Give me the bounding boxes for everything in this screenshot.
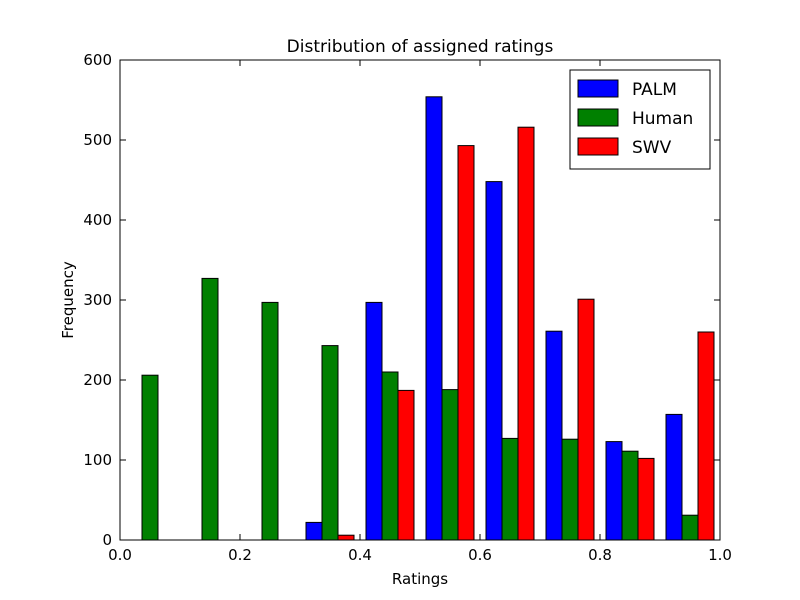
bar-swv-bin-7 xyxy=(577,298,595,541)
y-axis-label: Frequency xyxy=(59,261,77,339)
y-tick-labels: 0 100 200 300 400 500 600 xyxy=(83,51,112,549)
bar-swv-bin-8 xyxy=(637,457,655,541)
bar-human-bin-5 xyxy=(441,389,459,541)
legend-swatch-human xyxy=(577,108,619,127)
y-tick-label: 500 xyxy=(83,131,112,149)
x-tick-label: 0.4 xyxy=(348,546,372,564)
y-tick-label: 100 xyxy=(83,451,112,469)
bars-layer xyxy=(141,96,715,541)
bar-human-bin-3 xyxy=(321,345,339,541)
bar-palm-bin-7 xyxy=(545,330,563,541)
x-tick-label: 0.2 xyxy=(228,546,252,564)
bar-swv-bin-3 xyxy=(337,534,355,541)
x-axis-label: Ratings xyxy=(392,570,448,588)
bar-swv-bin-5 xyxy=(457,145,475,541)
legend-label-palm: PALM xyxy=(632,80,677,100)
bar-palm-bin-6 xyxy=(485,181,503,541)
bar-human-bin-8 xyxy=(621,450,639,541)
bar-palm-bin-4 xyxy=(365,301,383,541)
bar-palm-bin-5 xyxy=(425,96,443,541)
legend-label-swv: SWV xyxy=(632,138,672,158)
bar-swv-bin-6 xyxy=(517,126,535,541)
axis-ticks xyxy=(119,59,721,541)
legend-label-human: Human xyxy=(632,109,693,129)
x-tick-labels: 0.0 0.2 0.4 0.6 0.8 1.0 xyxy=(108,546,732,564)
bar-human-bin-7 xyxy=(561,438,579,541)
legend: PALM Human SWV xyxy=(569,69,711,170)
x-tick-label: 0.0 xyxy=(108,546,132,564)
x-tick-label: 1.0 xyxy=(708,546,732,564)
bar-swv-bin-9 xyxy=(697,331,715,541)
chart-title: Distribution of assigned ratings xyxy=(287,37,554,57)
bar-palm-bin-8 xyxy=(605,441,623,541)
y-tick-label: 200 xyxy=(83,371,112,389)
bar-human-bin-9 xyxy=(681,514,699,541)
bar-swv-bin-4 xyxy=(397,389,415,541)
y-tick-label: 0 xyxy=(102,531,112,549)
bar-human-bin-0 xyxy=(141,374,159,541)
x-tick-label: 0.6 xyxy=(468,546,492,564)
bar-human-bin-1 xyxy=(201,277,219,541)
bar-human-bin-4 xyxy=(381,371,399,541)
legend-swatch-swv xyxy=(577,137,619,156)
bar-human-bin-6 xyxy=(501,437,519,541)
bar-palm-bin-9 xyxy=(665,413,683,541)
bar-palm-bin-3 xyxy=(305,521,323,541)
legend-swatch-palm xyxy=(577,79,619,98)
y-tick-label: 300 xyxy=(83,291,112,309)
bar-human-bin-2 xyxy=(261,301,279,541)
y-tick-label: 600 xyxy=(83,51,112,69)
x-tick-label: 0.8 xyxy=(588,546,612,564)
y-tick-label: 400 xyxy=(83,211,112,229)
